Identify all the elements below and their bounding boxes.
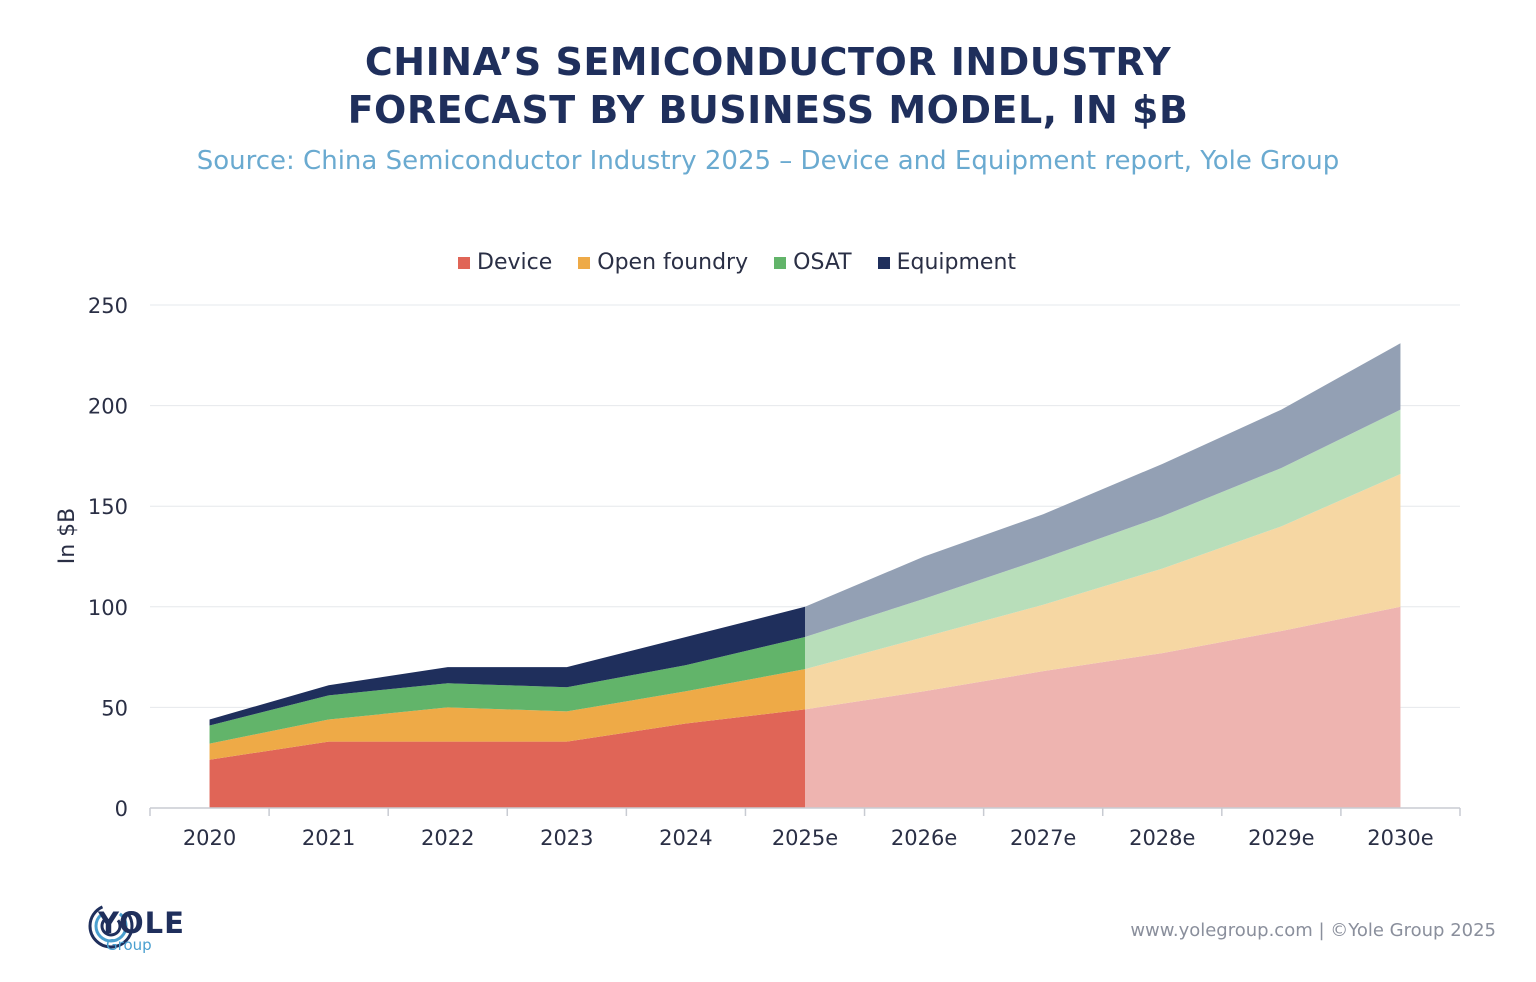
stacked-areas [209,343,1401,808]
area-osat-forecast [805,409,1401,670]
x-tick-label: 2020 [183,826,236,850]
y-tick-label: 150 [88,495,128,519]
legend-label-device: Device [477,250,553,275]
x-tick-label: 2021 [302,826,355,850]
area-open-foundry-actual [209,669,805,760]
legend-item-osat: OSAT [774,250,852,275]
legend-swatch-open-foundry [578,256,591,269]
area-device-actual [209,709,805,808]
legend-label-equipment: Equipment [896,250,1017,275]
x-tick-label: 2028e [1129,826,1195,850]
area-device-forecast [805,606,1401,808]
x-tick-label: 2025e [772,826,838,850]
area-open-foundry-forecast [805,474,1401,710]
legend-item-open-foundry: Open foundry [578,250,748,275]
legend-label-osat: OSAT [793,250,852,275]
legend-item-device: Device [458,250,552,275]
legend-swatch-equipment [877,256,890,269]
legend: Device Open foundry OSAT Equipment [458,250,1042,275]
x-tick-label: 2030e [1367,826,1433,850]
x-tick-label: 2029e [1248,826,1314,850]
axes: 2020 2021 2022 2023 2024 2025e 2026e 2027e 2028e… [88,294,1461,850]
logo-wordmark: YOLE [98,906,185,940]
y-tick-label: 100 [88,596,128,620]
x-tick-label: 2024 [659,826,712,850]
chart-title-line1: CHINA’S SEMICONDUCTOR INDUSTRY [364,40,1172,84]
legend-item-equipment: Equipment [877,250,1017,275]
y-tick-label: 0 [115,797,128,821]
y-tick-label: 250 [88,294,128,318]
y-axis-label: In $B [55,508,80,565]
x-tick-label: 2022 [421,826,474,850]
area-equipment-forecast [805,343,1401,637]
y-tick-label: 50 [101,696,128,720]
legend-swatch-device [458,256,470,269]
x-tick-label: 2026e [891,826,957,850]
chart-title-line2: FORECAST BY BUSINESS MODEL, IN $B [347,88,1189,132]
area-osat-actual [209,636,805,744]
footer-credit: www.yolegroup.com | ©Yole Group 2025 [1130,920,1496,941]
x-tick-label: 2023 [540,826,593,850]
logo-subtext: Group [106,936,152,954]
x-tick-label: 2027e [1010,826,1076,850]
y-tick-label: 200 [88,395,128,419]
yole-logo-icon [88,903,134,949]
legend-swatch-osat [774,256,787,269]
chart-subtitle: Source: China Semiconductor Industry 202… [196,146,1340,176]
legend-label-open-foundry: Open foundry [597,250,749,275]
